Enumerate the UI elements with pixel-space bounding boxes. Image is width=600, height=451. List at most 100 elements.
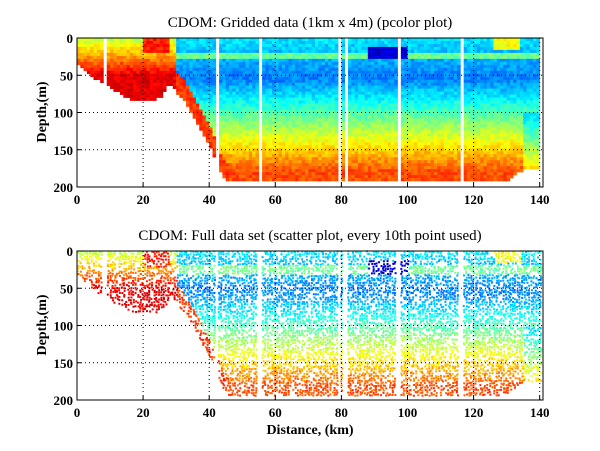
pcolor-cell [126,85,131,89]
pcolor-cell [410,64,415,69]
pcolor-cell [390,97,395,101]
pcolor-cell [493,85,498,89]
pcolor-cell [126,67,131,72]
pcolor-cell [443,124,448,128]
pcolor-cell [437,154,441,158]
pcolor-cell [271,58,276,63]
pcolor-cell [314,64,319,69]
pcolor-cell [341,91,345,95]
pcolor-cell [407,85,412,89]
pcolor-cell [447,175,451,179]
pcolor-cell [205,118,210,122]
pcolor-cell [433,145,438,149]
pcolor-cell [377,160,382,164]
pcolor-cell [219,124,223,128]
pcolor-cell [500,157,504,161]
pcolor-cell [357,109,362,113]
pcolor-cell [509,85,514,89]
pcolor-cell [331,61,336,66]
pcolor-cell [463,85,468,89]
pcolor-cell [457,121,461,125]
pcolor-cell [394,38,398,42]
pcolor-cell [116,82,121,86]
pcolor-title: CDOM: Gridded data (1km x 4m) (pcolor pl… [168,15,453,31]
pcolor-cell [146,43,150,48]
pcolor-cell [371,67,375,72]
pcolor-cell [519,67,524,72]
pcolor-cell [262,52,266,57]
pcolor-cell [199,64,203,69]
pcolor-cell [516,142,521,146]
pcolor-cell [509,58,514,63]
pcolor-cell [262,58,266,63]
pcolor-cell [100,64,104,69]
pcolor-cell [493,91,498,95]
pcolor-cell [209,61,213,66]
pcolor-cell [427,38,431,42]
pcolor-cell [275,67,279,72]
pcolor-cell [318,118,322,122]
pcolor-cell [377,79,382,83]
pcolor-cell [364,97,369,101]
pcolor-cell [308,148,312,152]
pcolor-cell [252,79,256,83]
pcolor-cell [367,70,372,75]
pcolor-cell [311,145,316,149]
pcolor-cell [288,73,293,78]
pcolor-cell [357,40,362,45]
pcolor-cell [311,88,316,92]
pcolor-cell [179,43,184,48]
pcolor-cell [189,58,193,63]
pcolor-cell [288,82,293,86]
pcolor-cell [500,100,504,104]
pcolor-cell [219,142,223,146]
pcolor-cell [341,97,345,101]
pcolor-cell [377,136,382,140]
pcolor-cell [500,40,504,45]
pcolor-cell [440,106,445,110]
pcolor-cell [354,142,359,146]
pcolor-cell [331,94,336,98]
pcolor-cell [176,52,180,57]
pcolor-cell [242,97,246,101]
pcolor-cell [364,61,369,66]
pcolor-cell [371,133,375,137]
pcolor-cell [212,100,217,104]
pcolor-cell [281,55,286,60]
pcolor-cell [377,94,382,98]
pcolor-cell [473,76,478,81]
pcolor-cell [232,46,236,51]
pcolor-cell [308,94,312,98]
pcolor-cell [318,61,322,66]
pcolor-cell [509,61,514,66]
pcolor-cell [143,76,147,81]
pcolor-cell [186,91,190,95]
pcolor-cell [513,46,517,51]
pcolor-cell [348,115,352,119]
pcolor-cell [212,103,217,107]
pcolor-cell [390,79,395,83]
pcolor-cell [235,79,240,83]
pcolor-cell [123,67,127,72]
pcolor-cell [225,82,230,86]
pcolor-cell [506,52,511,57]
pcolor-cell [390,121,395,125]
pcolor-cell [334,163,339,167]
pcolor-cell [331,70,336,75]
pcolor-cell [248,61,253,66]
pcolor-cell [96,58,101,63]
pcolor-cell [486,58,491,63]
pcolor-cell [248,70,253,75]
pcolor-cell [381,52,385,57]
pcolor-cell [288,127,293,131]
pcolor-cell [275,112,279,116]
pcolor-cell [288,109,293,113]
pcolor-cell [139,46,144,51]
pcolor-cell [354,40,359,45]
pcolor-cell [311,133,316,137]
pcolor-cell [354,76,359,81]
pcolor-cell [205,97,210,101]
pcolor-cell [381,61,385,66]
pcolor-cell [252,124,256,128]
pcolor-cell [271,166,276,170]
